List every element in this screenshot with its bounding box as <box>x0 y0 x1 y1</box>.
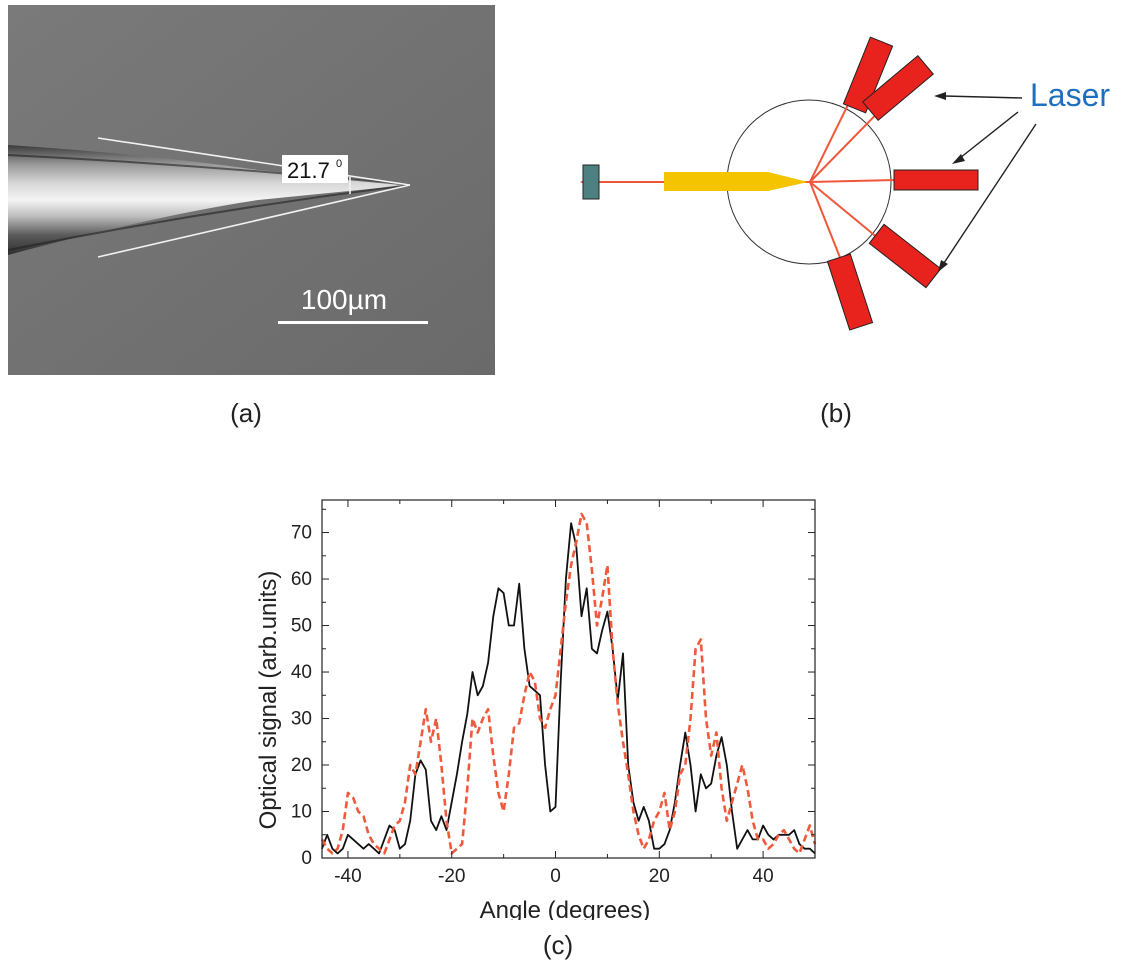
label-arrows <box>943 95 1037 264</box>
y-tick-label: 60 <box>291 569 312 590</box>
angle-line-lower <box>97 184 411 258</box>
angle-label: 21.7 <box>287 158 330 183</box>
y-tick-label: 50 <box>291 616 312 637</box>
angle-label-box <box>282 155 348 183</box>
x-tick-label: -40 <box>334 866 361 887</box>
caption-c: (c) <box>542 930 574 960</box>
laser-label: Laser <box>1030 77 1110 113</box>
tip-micrograph: 21.7 0 100µm <box>8 5 495 375</box>
scale-bar-label: 100µm <box>301 284 387 315</box>
laser-2 <box>862 54 934 122</box>
series-line-1 <box>321 522 816 855</box>
laser-5 <box>826 253 874 331</box>
angle-line-upper <box>97 137 411 186</box>
caption-b: (b) <box>820 398 852 428</box>
x-tick-label: 0 <box>550 866 561 887</box>
x-tick-label: -20 <box>438 866 465 887</box>
lasers <box>826 36 979 331</box>
y-tick-label: 0 <box>301 848 312 869</box>
scale-bar <box>278 321 428 324</box>
y-tick-label: 30 <box>291 709 312 730</box>
y-tick-label: 10 <box>291 802 312 823</box>
y-tick-label: 70 <box>291 523 312 544</box>
angle-degree-mark: 0 <box>336 158 342 170</box>
y-axis-label: Optical signal (arb.units) <box>255 571 282 830</box>
x-tick-label: 20 <box>649 866 670 887</box>
setup-schematic: Laser <box>560 20 1130 350</box>
series-line-2 <box>320 512 817 855</box>
micrograph-image: 21.7 0 100µm <box>8 5 495 375</box>
y-tick-label: 20 <box>291 755 312 776</box>
y-tick-label: 40 <box>291 662 312 683</box>
chart-svg: -40 -20 0 20 40 0 10 20 30 40 50 60 70 Angle (degree… <box>255 499 817 924</box>
optical-signal-chart: -40 -20 0 20 40 0 10 20 30 40 50 60 70 Angle (degree… <box>240 480 840 924</box>
fiber-tip <box>664 172 808 191</box>
laser-3 <box>893 169 979 191</box>
x-axis-label: Angle (degrees) <box>480 897 651 920</box>
plot-frame <box>321 499 816 859</box>
laser-4 <box>868 223 942 289</box>
caption-a: (a) <box>230 398 262 428</box>
x-tick-label: 40 <box>753 866 774 887</box>
schematic-svg: Laser <box>580 36 1110 331</box>
detector <box>582 164 600 200</box>
laser-1 <box>842 36 894 114</box>
